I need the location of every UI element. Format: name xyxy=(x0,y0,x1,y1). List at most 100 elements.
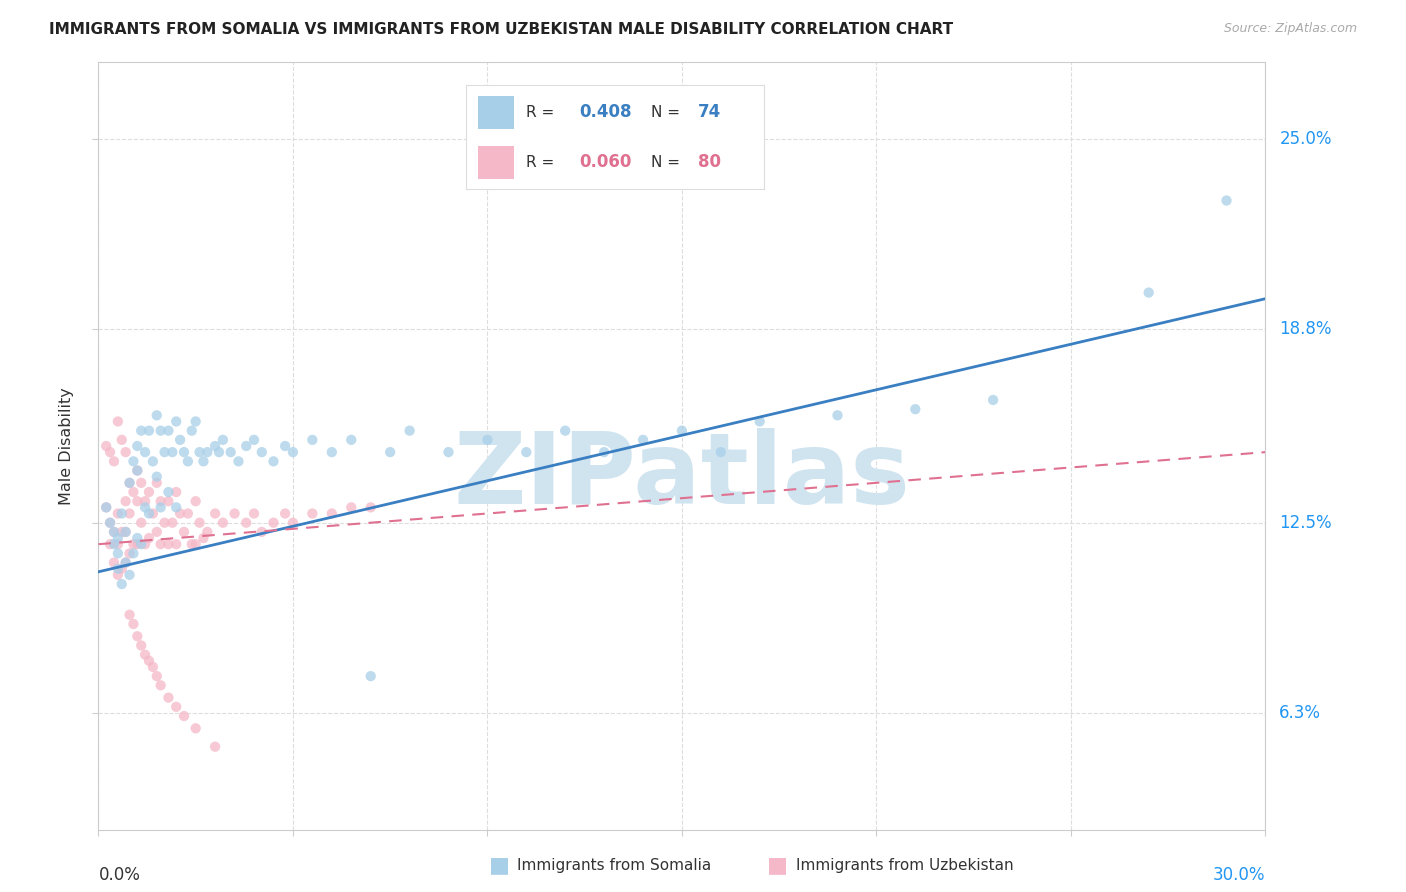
Point xyxy=(180,537,202,551)
Point xyxy=(127,629,149,643)
Point xyxy=(204,739,226,754)
Point xyxy=(107,567,129,582)
Point xyxy=(193,531,215,545)
Text: Immigrants from Uzbekistan: Immigrants from Uzbekistan xyxy=(796,858,1014,872)
Point xyxy=(134,445,156,459)
Point xyxy=(281,445,304,459)
Point xyxy=(1215,194,1237,208)
Point xyxy=(98,445,121,459)
Point xyxy=(301,507,323,521)
Point xyxy=(593,445,616,459)
Point xyxy=(138,654,160,668)
Point xyxy=(118,475,141,490)
Point xyxy=(360,669,382,683)
Point xyxy=(127,464,149,478)
Point xyxy=(262,516,284,530)
Point xyxy=(184,721,207,735)
Point xyxy=(114,524,136,539)
Point xyxy=(195,445,218,459)
Point xyxy=(134,500,156,515)
Point xyxy=(129,424,152,438)
Point xyxy=(321,445,343,459)
Point xyxy=(149,537,172,551)
Point xyxy=(98,516,121,530)
Point xyxy=(96,500,118,515)
Point xyxy=(710,445,733,459)
Text: Immigrants from Somalia: Immigrants from Somalia xyxy=(517,858,711,872)
Point xyxy=(904,402,927,417)
Point xyxy=(748,414,770,428)
Point xyxy=(96,500,118,515)
Point xyxy=(184,494,207,508)
Y-axis label: Male Disability: Male Disability xyxy=(59,387,75,505)
Point xyxy=(340,500,363,515)
Point xyxy=(188,516,211,530)
Text: ■: ■ xyxy=(768,855,787,875)
Point xyxy=(981,392,1004,407)
Point xyxy=(146,475,169,490)
Point xyxy=(162,516,184,530)
Point xyxy=(118,607,141,622)
Text: 25.0%: 25.0% xyxy=(1279,130,1331,148)
Point xyxy=(111,562,134,576)
Point xyxy=(149,494,172,508)
Point xyxy=(103,524,125,539)
Point xyxy=(127,537,149,551)
Point xyxy=(169,433,191,447)
Point xyxy=(142,660,165,674)
Point xyxy=(208,445,231,459)
Point xyxy=(212,433,235,447)
Point xyxy=(204,507,226,521)
Point xyxy=(360,500,382,515)
Point xyxy=(127,494,149,508)
Point xyxy=(138,424,160,438)
Point xyxy=(157,485,180,500)
Point xyxy=(111,577,134,591)
Point xyxy=(114,556,136,570)
Point xyxy=(114,445,136,459)
Point xyxy=(146,469,169,483)
Point xyxy=(250,524,273,539)
Point xyxy=(107,537,129,551)
Point xyxy=(129,475,152,490)
Point xyxy=(153,445,176,459)
Point xyxy=(138,507,160,521)
Point xyxy=(118,567,141,582)
Point xyxy=(631,433,654,447)
Point xyxy=(250,445,273,459)
Point xyxy=(157,537,180,551)
Point xyxy=(162,445,184,459)
Point xyxy=(173,524,195,539)
Point xyxy=(111,507,134,521)
Point xyxy=(301,433,323,447)
Point xyxy=(235,516,257,530)
Point xyxy=(129,639,152,653)
Point xyxy=(228,454,250,468)
Point xyxy=(114,494,136,508)
Point xyxy=(107,562,129,576)
Point xyxy=(380,445,402,459)
Point xyxy=(127,439,149,453)
Point xyxy=(111,524,134,539)
Point xyxy=(165,699,187,714)
Point xyxy=(98,537,121,551)
Point xyxy=(118,507,141,521)
Point xyxy=(122,537,145,551)
Point xyxy=(262,454,284,468)
Point xyxy=(122,454,145,468)
Point xyxy=(321,507,343,521)
Point xyxy=(146,409,169,423)
Point xyxy=(153,516,176,530)
Point xyxy=(243,433,266,447)
Point xyxy=(142,507,165,521)
Point xyxy=(180,424,202,438)
Text: Source: ZipAtlas.com: Source: ZipAtlas.com xyxy=(1223,22,1357,36)
Point xyxy=(184,414,207,428)
Point xyxy=(114,556,136,570)
Point xyxy=(107,546,129,560)
Point xyxy=(671,424,693,438)
Point xyxy=(193,454,215,468)
Point xyxy=(118,475,141,490)
Point xyxy=(1137,285,1160,300)
Text: 12.5%: 12.5% xyxy=(1279,514,1331,532)
